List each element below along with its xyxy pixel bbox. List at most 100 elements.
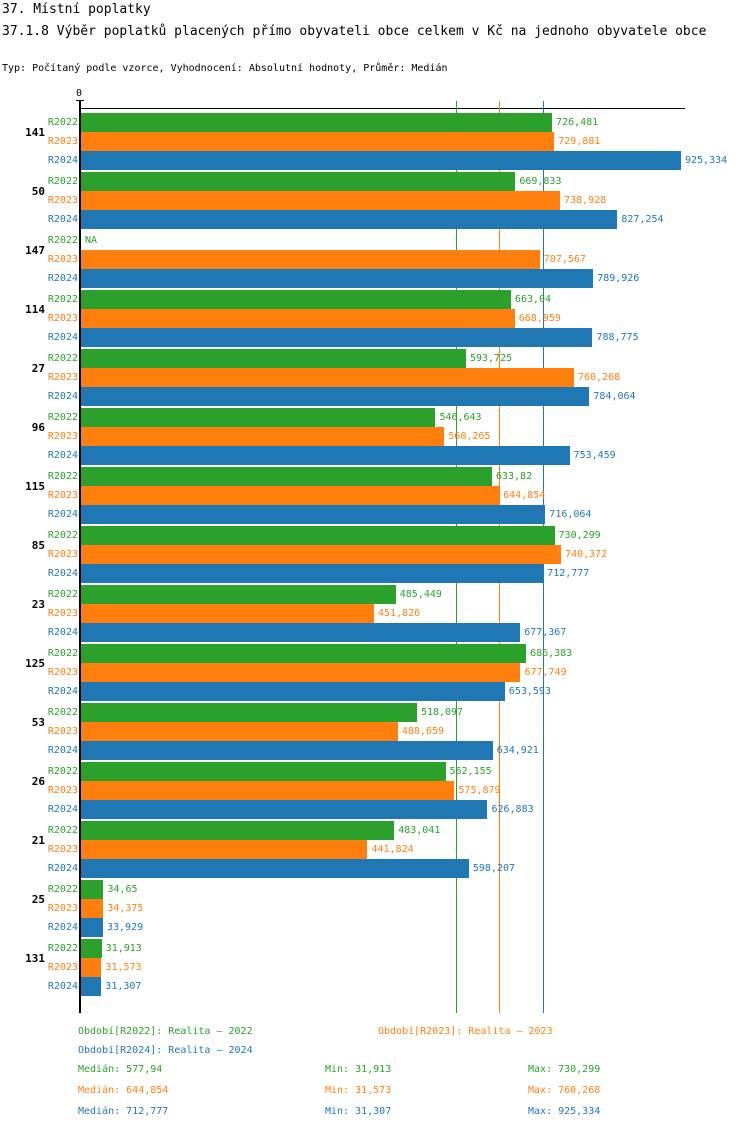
series-label-r2022[interactable]: R2022 bbox=[47, 943, 78, 954]
bar-r2023[interactable] bbox=[81, 840, 368, 859]
bar-r2023[interactable] bbox=[81, 427, 445, 446]
series-label-r2022[interactable]: R2022 bbox=[47, 884, 78, 895]
series-label-r2022[interactable]: R2022 bbox=[47, 825, 78, 836]
bar-r2024[interactable] bbox=[81, 682, 505, 701]
series-label-r2023[interactable]: R2023 bbox=[47, 254, 78, 265]
series-label-r2023[interactable]: R2023 bbox=[47, 667, 78, 678]
series-label-r2023[interactable]: R2023 bbox=[47, 549, 78, 560]
bar-value-label: 677,367 bbox=[524, 627, 567, 638]
series-label-r2023[interactable]: R2023 bbox=[47, 844, 78, 855]
bar-value-label: 626,883 bbox=[491, 804, 534, 815]
bar-r2024[interactable] bbox=[81, 446, 570, 465]
series-label-r2024[interactable]: R2024 bbox=[47, 922, 78, 933]
bar-r2024[interactable] bbox=[81, 269, 594, 288]
bar-r2023[interactable] bbox=[81, 250, 540, 269]
series-label-r2022[interactable]: R2022 bbox=[47, 471, 78, 482]
series-label-r2024[interactable]: R2024 bbox=[47, 981, 78, 992]
bar-r2023[interactable] bbox=[81, 132, 555, 151]
series-label-r2024[interactable]: R2024 bbox=[47, 155, 78, 166]
series-label-r2024[interactable]: R2024 bbox=[47, 745, 78, 756]
bar-r2022[interactable] bbox=[81, 880, 104, 899]
series-label-r2023[interactable]: R2023 bbox=[47, 785, 78, 796]
bar-r2023[interactable] bbox=[81, 309, 515, 328]
series-label-r2022[interactable]: R2022 bbox=[47, 766, 78, 777]
bar-r2024[interactable] bbox=[81, 387, 590, 406]
bar-r2024[interactable] bbox=[81, 151, 681, 170]
series-label-r2023[interactable]: R2023 bbox=[47, 608, 78, 619]
bar-r2024[interactable] bbox=[81, 564, 544, 583]
series-label-r2024[interactable]: R2024 bbox=[47, 332, 78, 343]
series-label-r2024[interactable]: R2024 bbox=[47, 273, 78, 284]
bar-r2024[interactable] bbox=[81, 977, 102, 996]
bar-r2022[interactable] bbox=[81, 526, 555, 545]
bar-r2024[interactable] bbox=[81, 800, 488, 819]
group-label: 50 bbox=[31, 185, 45, 198]
bar-r2023[interactable] bbox=[81, 958, 102, 977]
series-label-r2023[interactable]: R2023 bbox=[47, 490, 78, 501]
series-label-r2023[interactable]: R2023 bbox=[47, 431, 78, 442]
bar-r2023[interactable] bbox=[81, 486, 500, 505]
bar-r2023[interactable] bbox=[81, 781, 455, 800]
series-label-r2022[interactable]: R2022 bbox=[47, 117, 78, 128]
bar-r2023[interactable] bbox=[81, 899, 104, 918]
group-label: 26 bbox=[31, 775, 45, 788]
bar-r2024[interactable] bbox=[81, 210, 618, 229]
bar-r2024[interactable] bbox=[81, 859, 469, 878]
bar-r2023[interactable] bbox=[81, 604, 374, 623]
bar-row: R2024 626,883 bbox=[0, 800, 750, 819]
bar-r2024[interactable] bbox=[81, 623, 521, 642]
series-label-r2024[interactable]: R2024 bbox=[47, 214, 78, 225]
series-label-r2022[interactable]: R2022 bbox=[47, 294, 78, 305]
series-label-r2022[interactable]: R2022 bbox=[47, 235, 78, 246]
bar-r2024[interactable] bbox=[81, 505, 546, 524]
series-label-r2022[interactable]: R2022 bbox=[47, 176, 78, 187]
bar-r2022[interactable] bbox=[81, 821, 395, 840]
series-label-r2023[interactable]: R2023 bbox=[47, 372, 78, 383]
bar-r2022[interactable] bbox=[81, 939, 102, 958]
series-label-r2022[interactable]: R2022 bbox=[47, 707, 78, 718]
series-label-r2024[interactable]: R2024 bbox=[47, 863, 78, 874]
chart-footer: Období[R2022]: Realita – 2022 Období[R20… bbox=[0, 1026, 750, 1127]
series-label-r2023[interactable]: R2023 bbox=[47, 726, 78, 737]
series-label-r2024[interactable]: R2024 bbox=[47, 627, 78, 638]
bar-r2022[interactable] bbox=[81, 762, 446, 781]
bar-r2022[interactable] bbox=[81, 703, 417, 722]
series-label-r2023[interactable]: R2023 bbox=[47, 313, 78, 324]
bar-r2022[interactable] bbox=[81, 349, 466, 368]
bar-r2022[interactable] bbox=[81, 172, 516, 191]
bar-r2022[interactable] bbox=[81, 467, 492, 486]
series-label-r2024[interactable]: R2024 bbox=[47, 804, 78, 815]
series-label-r2023[interactable]: R2023 bbox=[47, 195, 78, 206]
series-label-r2022[interactable]: R2022 bbox=[47, 648, 78, 659]
bar-value-label: 753,459 bbox=[573, 450, 616, 461]
series-label-r2024[interactable]: R2024 bbox=[47, 450, 78, 461]
series-label-r2022[interactable]: R2022 bbox=[47, 589, 78, 600]
bar-r2023[interactable] bbox=[81, 191, 561, 210]
bar-r2024[interactable] bbox=[81, 741, 493, 760]
bar-r2022[interactable] bbox=[81, 113, 553, 132]
bar-r2022[interactable] bbox=[81, 290, 511, 309]
series-label-r2023[interactable]: R2023 bbox=[47, 962, 78, 973]
series-label-r2022[interactable]: R2022 bbox=[47, 530, 78, 541]
bar-r2023[interactable] bbox=[81, 663, 521, 682]
bar-r2022[interactable] bbox=[81, 644, 527, 663]
series-label-r2023[interactable]: R2023 bbox=[47, 136, 78, 147]
bar-r2024[interactable] bbox=[81, 328, 593, 347]
bar-r2023[interactable] bbox=[81, 722, 398, 741]
series-label-r2023[interactable]: R2023 bbox=[47, 903, 78, 914]
bar-r2023[interactable] bbox=[81, 368, 574, 387]
bar-value-label: 668,959 bbox=[518, 313, 561, 324]
series-label-r2022[interactable]: R2022 bbox=[47, 412, 78, 423]
bar-group: 131 R2022 31,913 R2023 31,573 R2024 31,307 bbox=[0, 939, 750, 998]
bar-r2024[interactable] bbox=[81, 918, 103, 937]
bar-r2023[interactable] bbox=[81, 545, 562, 564]
series-label-r2024[interactable]: R2024 bbox=[47, 391, 78, 402]
series-label-r2024[interactable]: R2024 bbox=[47, 686, 78, 697]
bar-row: R2022 686,383 bbox=[0, 644, 750, 663]
series-label-r2024[interactable]: R2024 bbox=[47, 568, 78, 579]
bar-r2022[interactable] bbox=[81, 585, 396, 604]
series-label-r2024[interactable]: R2024 bbox=[47, 509, 78, 520]
bar-value-label: 686,383 bbox=[530, 648, 573, 659]
series-label-r2022[interactable]: R2022 bbox=[47, 353, 78, 364]
bar-r2022[interactable] bbox=[81, 408, 436, 427]
